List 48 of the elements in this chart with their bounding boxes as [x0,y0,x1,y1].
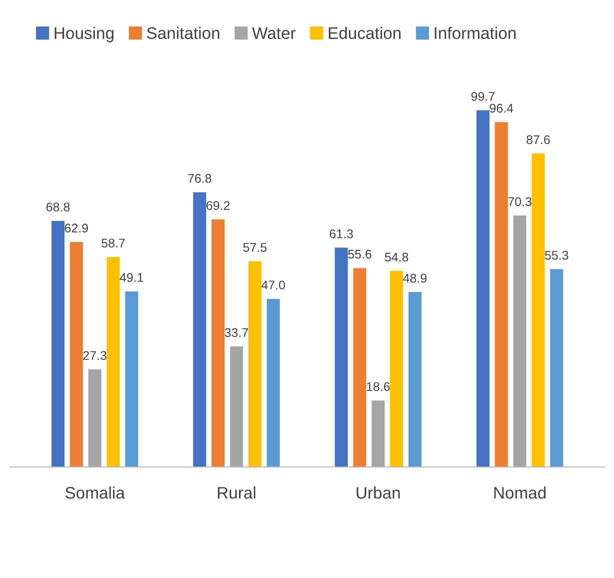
data-label: 99.7 [471,92,494,101]
bar [408,292,422,468]
bar [513,215,526,468]
bar [88,369,102,468]
x-tick-label: Nomad [494,486,546,499]
bar [70,242,83,468]
data-label: 69.2 [206,201,230,210]
data-label: 76.8 [188,174,212,183]
data-label: 62.9 [64,224,88,233]
data-label: 96.4 [490,104,514,113]
bar [476,110,490,468]
data-label: 54.8 [384,252,408,262]
data-label: 18.6 [366,382,390,392]
data-label: 58.7 [102,238,125,248]
bar [494,122,508,468]
bar [334,248,348,468]
bar [230,346,243,468]
bar [532,154,545,468]
legend-label: Housing [54,26,114,42]
data-label: 47.0 [261,280,285,290]
data-label: 87.6 [526,135,550,144]
legend-label: Information [434,26,516,40]
bar [550,269,564,468]
bar [372,400,385,468]
data-label: 61.3 [330,229,353,238]
legend-label: Education [328,26,401,40]
data-label: 68.8 [46,202,70,212]
bar [266,298,280,468]
bar [353,268,366,468]
data-label: 70.3 [508,197,532,206]
bar [248,261,262,468]
legend-label: Water [252,27,296,40]
data-label: 33.7 [224,328,248,338]
x-tick-label: Somalia [65,486,125,499]
bar [390,270,404,468]
bar [106,256,120,468]
data-label: 48.9 [403,274,427,283]
data-label: 57.5 [243,243,267,252]
x-tick-label: Rural [218,486,256,499]
x-tick-label: Urban [356,486,400,499]
data-label: 55.3 [544,250,568,260]
legend-label: Sanitation [146,26,220,40]
bar [51,220,65,468]
data-label: 55.6 [348,250,372,259]
data-label: 27.3 [83,351,106,360]
bar [212,219,225,468]
bar [193,192,206,468]
bar [125,291,138,468]
